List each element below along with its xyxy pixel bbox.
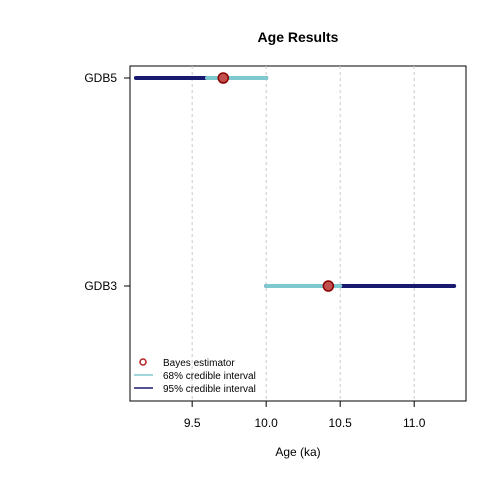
interval-series: [133, 72, 457, 292]
grid-lines: [191, 66, 415, 401]
y-tick-label: GDB3: [84, 279, 117, 293]
x-tick-label: 10.5: [329, 416, 353, 430]
bayes-estimator-point-gdb3: [322, 280, 335, 292]
x-axis-label: Age (ka): [275, 445, 320, 459]
legend-bayes-estimator-symbol: [139, 358, 147, 366]
x-tick-label: 9.5: [184, 416, 201, 430]
legend-label-0: Bayes estimator: [163, 358, 235, 369]
chart-title: Age Results: [258, 29, 339, 45]
chart-legend: Bayes estimator 68% credible interval 95% …: [134, 358, 256, 395]
x-axis: 9.5 10.0 10.5 11.0: [184, 401, 426, 430]
x-tick-label: 11.0: [403, 416, 426, 430]
x-tick-label: 10.0: [254, 416, 278, 430]
legend-label-2: 95% credible interval: [163, 384, 256, 395]
bayes-estimator-point-gdb5: [217, 72, 230, 84]
y-tick-label: GDB5: [84, 71, 117, 85]
legend-label-1: 68% credible interval: [163, 371, 256, 382]
plot-area-frame: [129, 65, 467, 402]
y-axis: GDB5 GDB3: [84, 71, 130, 293]
